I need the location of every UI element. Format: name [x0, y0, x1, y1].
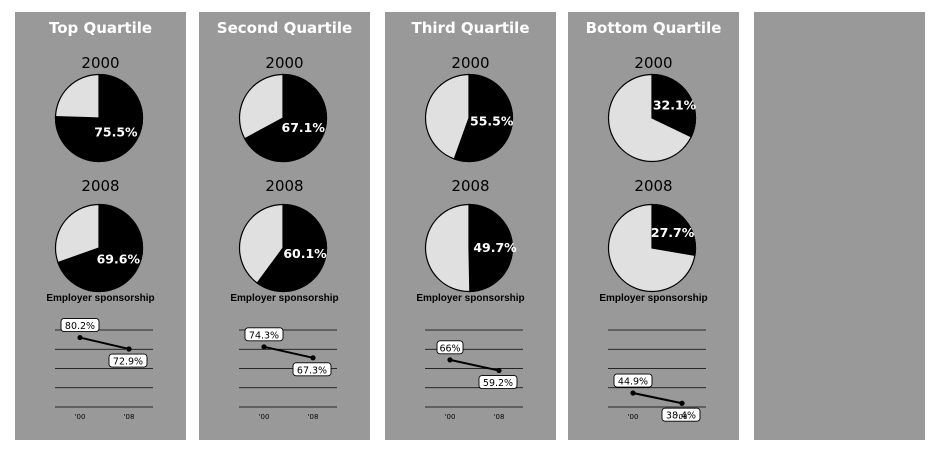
sponsorship-title: Employer sponsorship	[46, 293, 155, 304]
sponsorship-title: Employer sponsorship	[416, 293, 525, 304]
svg-text:67.3%: 67.3%	[297, 365, 327, 376]
pie-value-label: 75.5%	[94, 124, 138, 139]
data-point	[310, 355, 316, 361]
series-line	[449, 358, 500, 372]
svg-text:80.2%: 80.2%	[65, 321, 95, 332]
pie-value-label: 27.7%	[651, 225, 695, 240]
data-point	[261, 344, 267, 350]
data-label: 80.2%	[60, 318, 100, 332]
x-tick-label: '00	[259, 413, 270, 421]
data-point	[77, 334, 83, 341]
year-label-2000: 2000	[81, 54, 120, 72]
pie-2008: 49.7%	[424, 203, 517, 293]
data-label: 59.2%	[478, 375, 518, 389]
data-point	[679, 400, 685, 406]
svg-text:38.4%: 38.4%	[666, 411, 696, 422]
series-line	[79, 336, 130, 350]
pie-value-label: 67.1%	[282, 120, 326, 135]
pie-value-label: 32.1%	[653, 98, 697, 113]
sponsorship-line-chart: 44.9% 38.4% '00 '08	[608, 329, 706, 422]
pie-slice-filled	[453, 73, 514, 163]
data-label: 72.9%	[108, 353, 148, 368]
panel-top-quartile: Top Quartile 2000 75.5% 2008 69.6% Emplo…	[15, 12, 186, 440]
series-line	[632, 392, 683, 405]
svg-text:66%: 66%	[439, 343, 460, 354]
sponsorship-line-chart: 66% 59.2% '00 '08	[425, 329, 523, 421]
year-label-2000: 2000	[265, 54, 304, 72]
pie-value-label: 69.6%	[97, 252, 141, 267]
data-label: 74.3%	[244, 327, 284, 341]
pie-2000: 75.5%	[54, 73, 144, 163]
x-tick-label: '00	[445, 413, 456, 421]
pie-slice-filled	[256, 203, 328, 293]
year-label-2008: 2008	[81, 177, 120, 195]
panel-title: Third Quartile	[411, 19, 530, 37]
year-label-2000: 2000	[634, 54, 673, 72]
data-label: 66%	[436, 340, 464, 354]
year-label-2008: 2008	[265, 177, 304, 195]
pie-value-label: 60.1%	[283, 246, 327, 261]
x-tick-label: '08	[124, 413, 135, 421]
x-tick-label: '00	[75, 413, 86, 421]
pie-2000: 67.1%	[238, 73, 328, 163]
x-tick-label: '08	[308, 413, 319, 421]
panel-third-quartile: Third Quartile 2000 55.5% 2008 49.7% Emp…	[385, 12, 556, 440]
panel-title: Top Quartile	[48, 19, 153, 37]
sponsorship-title: Employer sponsorship	[230, 293, 339, 304]
pie-slice-filled	[651, 203, 697, 257]
year-label-2008: 2008	[451, 177, 490, 195]
panel-empty	[754, 12, 925, 440]
data-point	[126, 346, 132, 352]
x-tick-label: '00	[628, 413, 639, 421]
panel-title: Second Quartile	[216, 19, 353, 37]
year-label-2000: 2000	[451, 54, 490, 72]
svg-text:72.9%: 72.9%	[113, 357, 143, 368]
data-point	[447, 357, 453, 363]
pie-2008: 60.1%	[238, 203, 328, 293]
sponsorship-line-chart: 80.2% 72.9% '00 '08	[55, 318, 153, 421]
svg-text:44.9%: 44.9%	[618, 377, 648, 388]
svg-text:59.2%: 59.2%	[483, 378, 513, 389]
pie-slice-filled	[54, 73, 144, 163]
data-point	[630, 390, 636, 396]
pie-slice-filled	[57, 203, 144, 293]
pie-2000: 32.1%	[607, 73, 697, 163]
year-label-2008: 2008	[634, 177, 673, 195]
x-tick-label: '08	[677, 413, 688, 421]
sponsorship-line-chart: 74.3% 67.3% '00 '08	[239, 327, 337, 421]
pie-2008: 69.6%	[54, 203, 144, 293]
data-label: 38.4%	[661, 407, 701, 422]
data-label: 67.3%	[292, 362, 332, 376]
series-line	[263, 345, 314, 359]
x-tick-label: '08	[494, 413, 505, 421]
sponsorship-title: Employer sponsorship	[599, 293, 708, 304]
panel-second-quartile: Second Quartile 2000 67.1% 2008 60.1% Em…	[199, 12, 370, 440]
pie-value-label: 49.7%	[473, 240, 517, 255]
data-label: 44.9%	[613, 373, 653, 388]
pie-2008: 27.7%	[607, 203, 697, 293]
pie-value-label: 55.5%	[470, 113, 514, 128]
panel-bottom-quartile: Bottom Quartile 2000 32.1% 2008 27.7% Em…	[568, 12, 739, 440]
svg-text:74.3%: 74.3%	[249, 330, 279, 341]
data-point	[496, 367, 502, 374]
pie-slice-filled	[651, 73, 697, 138]
pie-slice-filled	[243, 73, 328, 163]
pie-slice-filled	[468, 203, 513, 293]
panel-title: Bottom Quartile	[585, 19, 722, 37]
pie-2000: 55.5%	[424, 73, 514, 163]
